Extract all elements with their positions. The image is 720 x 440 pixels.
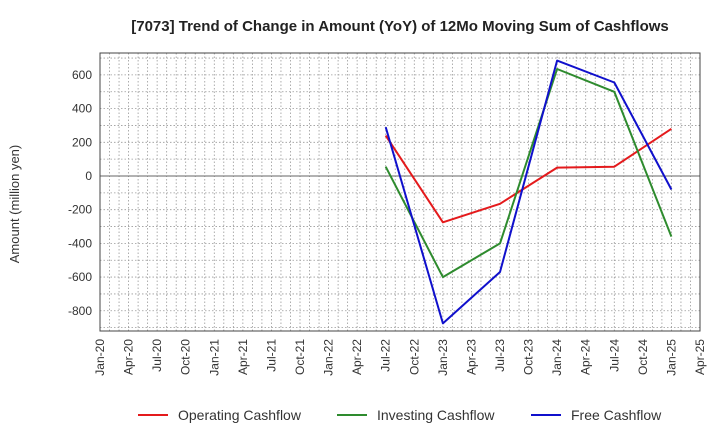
legend-label-2: Investing Cashflow (377, 407, 495, 423)
chart-title: [7073] Trend of Change in Amount (YoY) o… (131, 18, 669, 35)
grid-layer (99, 53, 701, 331)
y-tick-label: 200 (72, 135, 92, 149)
y-tick-label: 600 (72, 68, 92, 82)
x-tick-label: Apr-22 (350, 339, 364, 375)
x-tick-label: Jul-23 (493, 339, 507, 372)
y-tick-labels: 600 400 200 0 -200 -400 -600 -800 (68, 68, 92, 318)
y-tick-label: -200 (68, 203, 92, 217)
x-tick-label: Jul-21 (264, 339, 278, 372)
x-tick-label: Oct-20 (179, 339, 193, 375)
y-tick-label: -400 (68, 236, 92, 250)
x-tick-label: Jan-24 (550, 339, 564, 376)
y-tick-label: -800 (68, 304, 92, 318)
legend-label-1: Operating Cashflow (178, 407, 302, 423)
x-tick-label: Oct-24 (636, 339, 650, 375)
y-tick-label: 400 (72, 102, 92, 116)
y-tick-label: 0 (85, 169, 92, 183)
x-tick-label: Apr-24 (579, 339, 593, 375)
x-tick-label: Apr-23 (464, 339, 478, 375)
y-axis-label: Amount (million yen) (7, 145, 22, 264)
x-tick-labels: Jan-20 Apr-20 Jul-20 Oct-20 Jan-21 Apr-21 Jul-… (93, 339, 707, 376)
series-line-3 (384, 59, 673, 325)
x-tick-label: Apr-21 (236, 339, 250, 375)
x-tick-label: Jan-20 (93, 339, 107, 376)
x-tick-label: Jul-22 (379, 339, 393, 372)
x-tick-label: Apr-20 (122, 339, 136, 375)
x-tick-label: Oct-21 (293, 339, 307, 375)
x-tick-label: Jul-24 (607, 339, 621, 372)
x-tick-label: Oct-23 (522, 339, 536, 375)
series-line-2 (384, 68, 673, 279)
legend-label-3: Free Cashflow (571, 407, 662, 423)
x-tick-label: Jan-21 (207, 339, 221, 376)
y-tick-label: -600 (68, 270, 92, 284)
x-tick-label: Apr-25 (693, 339, 707, 375)
series-line-1 (384, 127, 672, 224)
x-tick-label: Jan-25 (664, 339, 678, 376)
legend: Operating Cashflow Investing Cashflow Free… (138, 407, 662, 423)
x-tick-label: Jan-23 (436, 339, 450, 376)
x-tick-label: Oct-22 (407, 339, 421, 375)
plot-frame (99, 52, 701, 332)
x-tick-label: Jan-22 (322, 339, 336, 376)
x-tick-label: Jul-20 (150, 339, 164, 372)
series-layer (384, 59, 673, 325)
